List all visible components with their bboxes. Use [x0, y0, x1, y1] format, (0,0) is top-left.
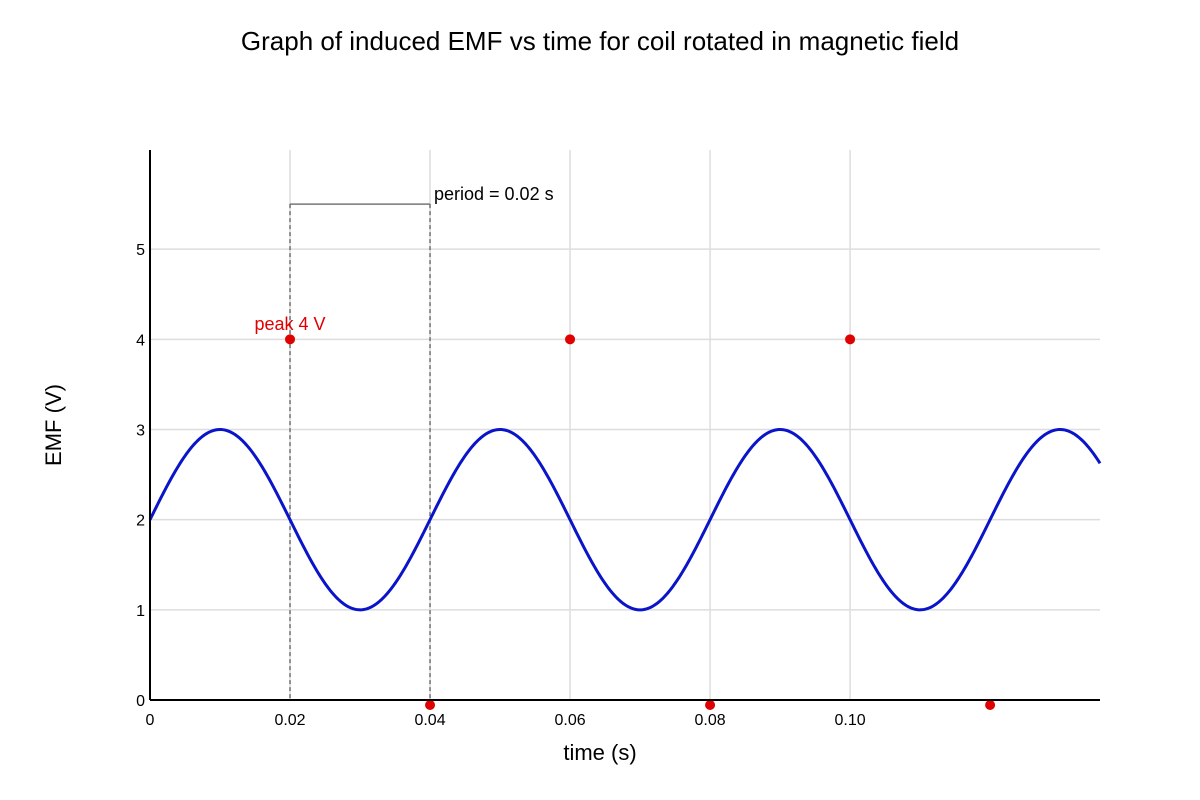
x-tick-label: 0.02: [274, 712, 305, 729]
marker-point: [845, 334, 856, 345]
x-tick-label: 0.04: [414, 712, 445, 729]
x-tick-label: 0.06: [554, 712, 585, 729]
marker-point: [985, 700, 996, 710]
y-tick-labels: 0 1 2 3 4 5: [136, 242, 145, 710]
chart-title: Graph of induced EMF vs time for coil ro…: [241, 26, 959, 56]
y-tick-label: 5: [136, 242, 145, 259]
axes: [149, 150, 1100, 701]
y-tick-label: 0: [136, 693, 145, 710]
marker-point: [285, 334, 296, 345]
x-tick-label: 0.08: [694, 712, 725, 729]
y-tick-label: 2: [136, 513, 145, 530]
emf-curve: [148, 428, 1102, 612]
period-label: period = 0.02 s: [434, 184, 554, 204]
period-bracket: [289, 203, 431, 700]
x-axis-title: time (s): [563, 740, 636, 765]
x-tick-label: 0.10: [835, 712, 866, 729]
marker-point: [425, 700, 436, 710]
peak-label: peak 4 V: [254, 314, 325, 334]
y-tick-label: 3: [136, 423, 145, 440]
y-axis-title: EMF (V): [41, 384, 66, 466]
marker-point: [705, 700, 716, 710]
marker-point: [565, 334, 576, 345]
y-tick-label: 1: [136, 603, 145, 620]
x-tick-label: 0: [146, 712, 155, 729]
y-tick-label: 4: [136, 332, 145, 349]
marker-points: [285, 334, 996, 710]
x-tick-labels: 0 0.02 0.04 0.06 0.08 0.10: [146, 712, 866, 729]
grid-lines: [150, 150, 1100, 700]
